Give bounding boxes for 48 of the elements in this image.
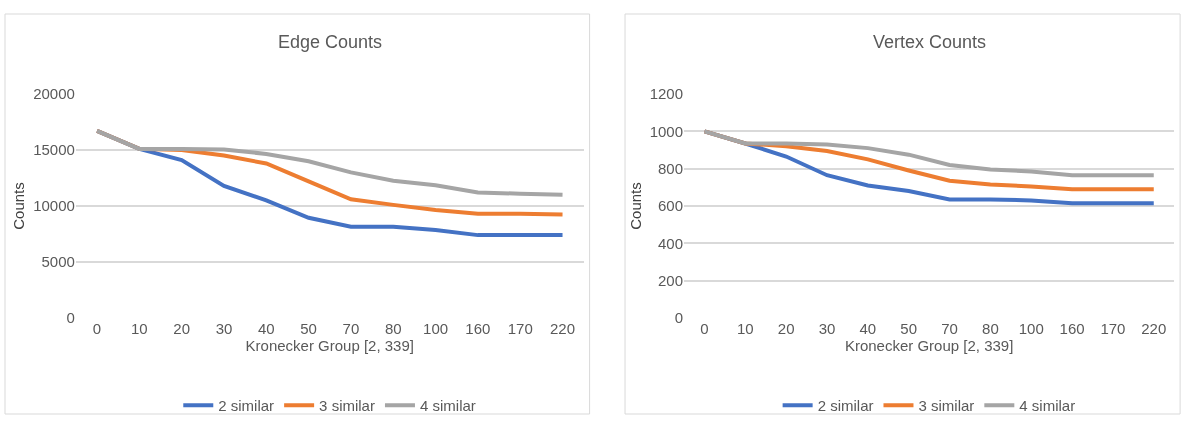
x-tick-label: 160 [465, 320, 491, 337]
x-tick-label: 170 [1100, 320, 1126, 337]
legend-label: 4 similar [419, 397, 476, 415]
x-tick-label: 80 [982, 320, 999, 337]
line-series [702, 129, 1156, 178]
x-tick-label: 20 [777, 320, 795, 337]
y-tick-label: 10000 [33, 197, 75, 215]
y-tick-label: 15000 [33, 141, 75, 159]
y-tick-label: 1200 [649, 85, 684, 103]
y-tick-label: 800 [658, 159, 684, 177]
x-tick-label: 0 [700, 320, 709, 337]
x-tick-label: 30 [215, 320, 233, 337]
x-tick-label: 100 [1018, 320, 1044, 337]
x-tick-label: 100 [423, 320, 449, 337]
x-tick-label: 10 [131, 320, 148, 337]
y-axis-title: Counts [626, 182, 644, 230]
x-tick-label: 10 [736, 320, 754, 337]
y-tick-label: 600 [658, 197, 684, 215]
x-tick-label: 220 [1141, 320, 1167, 337]
legend-label: 3 similar [918, 397, 975, 415]
x-tick-label: 50 [300, 320, 317, 337]
x-tick-label: 220 [550, 320, 576, 337]
x-tick-label: 0 [92, 320, 102, 337]
legend-label: 2 similar [218, 397, 275, 415]
x-tick-label: 70 [941, 320, 958, 337]
y-tick-label: 20000 [33, 85, 75, 103]
line-series [95, 128, 565, 197]
x-tick-label: 70 [342, 320, 360, 337]
legend-label: 2 similar [817, 397, 874, 415]
x-axis-title: Kronecker Group [2, 339] [245, 337, 414, 354]
legend-label: 4 similar [1019, 397, 1076, 415]
x-tick-label: 170 [507, 320, 533, 337]
y-tick-label: 5000 [41, 253, 75, 271]
x-tick-label: 40 [859, 320, 877, 337]
x-tick-label: 50 [900, 320, 918, 337]
x-tick-label: 20 [173, 320, 190, 337]
x-axis-title: Kronecker Group [2, 339] [844, 337, 1014, 354]
chart-title: Edge Counts [278, 32, 383, 52]
y-axis-title: Counts [10, 182, 28, 230]
y-tick-label: 200 [658, 271, 684, 289]
legend-label: 3 similar [319, 397, 375, 415]
chart-title: Vertex Counts [873, 32, 987, 52]
y-tick-label: 1000 [649, 122, 684, 140]
x-tick-label: 30 [818, 320, 836, 337]
x-tick-label: 160 [1059, 320, 1085, 337]
x-tick-label: 80 [384, 320, 402, 337]
x-tick-label: 40 [257, 320, 275, 337]
y-tick-label: 400 [658, 234, 684, 252]
